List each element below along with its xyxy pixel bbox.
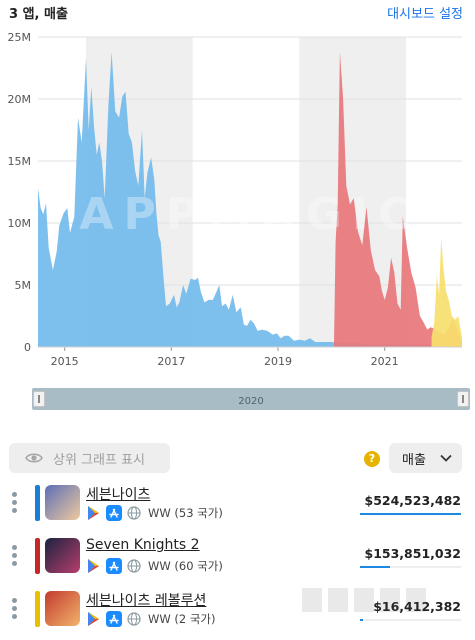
globe-icon — [127, 612, 141, 626]
x-tick-label: 2019 — [264, 355, 292, 368]
app-name-link[interactable]: Seven Knights 2 — [86, 537, 200, 553]
drag-handle-icon[interactable] — [12, 598, 18, 620]
revenue-chart: APPMAGIC 25M 20M 15M 10M 5M 0 2015 2017 2019 202… — [0, 24, 475, 384]
series-area-3 — [431, 237, 462, 347]
y-tick-label: 25M — [8, 31, 32, 44]
series-color-indicator — [35, 485, 40, 521]
app-list: 세븐나이츠 WW (53 국가) $524,523,482 Seven Knights… — [0, 482, 475, 640]
eye-icon — [25, 452, 43, 464]
app-row[interactable]: 세븐나이츠 레볼루션 WW (2 국가) $16,412,382 — [0, 588, 475, 640]
metric-select[interactable]: 매출 — [389, 443, 462, 473]
store-badges: WW (2 국가) — [86, 611, 216, 627]
revenue-value: $16,412,382 — [373, 599, 461, 614]
app-name-link[interactable]: 세븐나이츠 — [86, 487, 151, 503]
revenue-share-fill — [360, 566, 390, 568]
corner-watermark-logo — [302, 588, 426, 612]
app-name-link[interactable]: 세븐나이츠 레볼루션 — [86, 593, 207, 609]
drag-handle-icon[interactable] — [12, 545, 18, 567]
y-tick-label: 0 — [24, 341, 31, 354]
google-play-icon[interactable] — [86, 505, 101, 521]
revenue-area-chart: APPMAGIC 25M 20M 15M 10M 5M 0 2015 2017 2019 202… — [8, 31, 462, 368]
series-area-2 — [334, 51, 462, 348]
region-label: WW (53 국가) — [148, 506, 223, 520]
drag-handle-icon[interactable] — [12, 492, 18, 514]
app-row[interactable]: 세븐나이츠 WW (53 국가) $524,523,482 — [0, 482, 475, 535]
revenue-share-bar — [360, 513, 461, 515]
revenue-share-fill — [360, 513, 461, 515]
x-tick-label: 2015 — [51, 355, 79, 368]
store-badges: WW (53 국가) — [86, 505, 223, 521]
range-handle-start[interactable] — [33, 391, 45, 407]
app-store-icon[interactable] — [106, 558, 122, 574]
revenue-share-bar — [360, 566, 461, 568]
globe-icon — [127, 506, 141, 520]
region-label: WW (2 국가) — [148, 612, 216, 626]
y-tick-label: 20M — [8, 93, 32, 106]
show-top-chart-label: 상위 그래프 표시 — [53, 452, 145, 468]
region-label: WW (60 국가) — [148, 559, 223, 573]
range-year-label: 2020 — [238, 396, 264, 407]
app-icon[interactable] — [45, 538, 80, 573]
page-title: 3 앱, 매출 — [9, 7, 68, 22]
revenue-share-bar — [360, 619, 461, 621]
dashboard-settings-link[interactable]: 대시보드 설정 — [387, 7, 463, 22]
y-tick-label: 5M — [15, 279, 32, 292]
app-row[interactable]: Seven Knights 2 WW (60 국가) $153,851,032 — [0, 535, 475, 588]
range-handle-end[interactable] — [457, 391, 469, 407]
store-badges: WW (60 국가) — [86, 558, 223, 574]
date-range-selector[interactable]: 2020 — [32, 388, 470, 410]
metric-select-value: 매출 — [402, 452, 426, 468]
chart-watermark: APPMAGIC — [79, 189, 420, 240]
globe-icon — [127, 559, 141, 573]
google-play-icon[interactable] — [86, 558, 101, 574]
app-store-icon[interactable] — [106, 505, 122, 521]
y-tick-label: 15M — [8, 155, 32, 168]
revenue-value: $153,851,032 — [364, 546, 461, 561]
series-color-indicator — [35, 538, 40, 574]
header: 3 앱, 매출 대시보드 설정 — [0, 0, 475, 24]
x-tick-label: 2017 — [157, 355, 185, 368]
revenue-share-fill — [360, 619, 364, 621]
series-color-indicator — [35, 591, 40, 627]
app-icon[interactable] — [45, 485, 80, 520]
y-tick-label: 10M — [8, 217, 32, 230]
app-icon[interactable] — [45, 591, 80, 626]
help-icon[interactable]: ? — [364, 451, 380, 467]
x-tick-label: 2021 — [371, 355, 399, 368]
chevron-down-icon — [439, 451, 453, 469]
google-play-icon[interactable] — [86, 611, 101, 627]
revenue-value: $524,523,482 — [364, 493, 461, 508]
show-top-chart-button[interactable]: 상위 그래프 표시 — [9, 443, 170, 473]
series-area-1 — [38, 51, 462, 348]
app-store-icon[interactable] — [106, 611, 122, 627]
